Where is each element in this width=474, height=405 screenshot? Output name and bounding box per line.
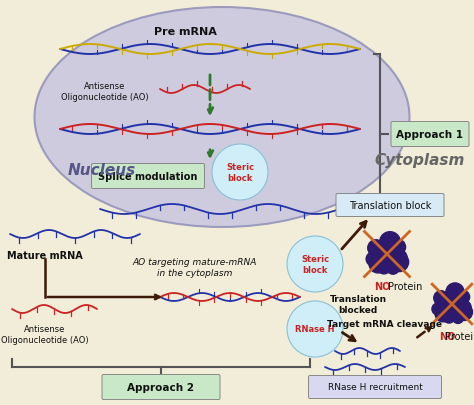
Circle shape <box>366 252 380 266</box>
Text: Nucleus: Nucleus <box>68 162 136 177</box>
Text: Protein: Protein <box>388 281 422 291</box>
FancyBboxPatch shape <box>391 122 469 147</box>
Text: Antisense
Oligonucleotide (AO): Antisense Oligonucleotide (AO) <box>1 324 89 344</box>
Circle shape <box>287 301 343 357</box>
Text: Translation block: Translation block <box>349 200 431 211</box>
FancyBboxPatch shape <box>309 375 441 399</box>
Text: Approach 2: Approach 2 <box>128 382 194 392</box>
Text: Mature mRNA: Mature mRNA <box>7 250 83 260</box>
Text: RNase H recruitment: RNase H recruitment <box>328 383 422 392</box>
Circle shape <box>380 232 401 253</box>
Circle shape <box>434 291 448 305</box>
Circle shape <box>393 251 407 264</box>
FancyBboxPatch shape <box>102 375 220 399</box>
Text: Target mRNA cleavage: Target mRNA cleavage <box>328 320 443 329</box>
Text: Steric
block: Steric block <box>226 163 254 182</box>
Circle shape <box>387 262 399 275</box>
Circle shape <box>443 311 455 323</box>
Circle shape <box>368 240 384 257</box>
Text: Approach 1: Approach 1 <box>396 130 464 140</box>
Ellipse shape <box>35 8 410 228</box>
Circle shape <box>373 241 401 268</box>
Circle shape <box>212 145 268 200</box>
Text: Translation
blocked: Translation blocked <box>329 294 387 314</box>
Circle shape <box>456 291 470 304</box>
Text: NO: NO <box>374 281 390 291</box>
Text: Pre mRNA: Pre mRNA <box>154 27 217 37</box>
Circle shape <box>389 253 409 272</box>
Text: Steric
block: Steric block <box>301 255 329 274</box>
Text: NO: NO <box>439 331 455 341</box>
Circle shape <box>459 301 471 313</box>
Circle shape <box>391 240 406 255</box>
Circle shape <box>440 292 464 316</box>
Circle shape <box>453 313 464 324</box>
Circle shape <box>432 303 444 315</box>
Text: AO targeting mature-mRNA
in the cytoplasm: AO targeting mature-mRNA in the cytoplas… <box>133 258 257 277</box>
Text: Cytoplasm: Cytoplasm <box>375 153 465 168</box>
FancyBboxPatch shape <box>336 194 444 217</box>
Text: Antisense
Oligonucleotide (AO): Antisense Oligonucleotide (AO) <box>61 82 149 101</box>
Text: Protein: Protein <box>445 331 474 341</box>
Circle shape <box>287 237 343 292</box>
Circle shape <box>377 260 391 274</box>
Circle shape <box>446 283 464 301</box>
Circle shape <box>435 306 451 322</box>
Text: Splice modulation: Splice modulation <box>98 172 198 181</box>
FancyBboxPatch shape <box>91 164 204 189</box>
Circle shape <box>369 256 387 273</box>
Circle shape <box>456 304 473 321</box>
Text: RNase H: RNase H <box>295 325 335 334</box>
